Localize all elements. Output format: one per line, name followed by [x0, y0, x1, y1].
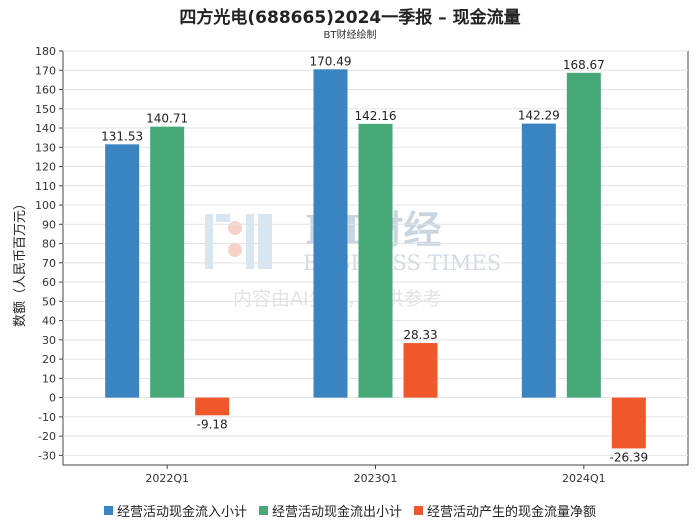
- bar: [195, 397, 230, 416]
- legend-swatch: [414, 506, 423, 515]
- y-tick-label: 10: [42, 372, 56, 385]
- y-tick-label: 50: [42, 295, 56, 308]
- chart-title: 四方光电(688665)2024一季报 – 现金流量: [179, 8, 521, 28]
- y-tick-label: 130: [35, 141, 56, 154]
- y-tick-label: 110: [35, 180, 56, 193]
- y-tick-label: -20: [38, 430, 56, 443]
- y-tick-label: 170: [35, 64, 56, 77]
- y-tick-label: 140: [35, 122, 56, 135]
- bar: [313, 69, 348, 398]
- legend-swatch: [258, 506, 268, 515]
- data-label: 142.16: [355, 109, 397, 123]
- legend-item: 经营活动产生的现金流量净额: [414, 501, 596, 520]
- x-tick-label: 2022Q1: [145, 472, 189, 485]
- chart-subtitle: BT财经绘制: [323, 30, 377, 41]
- legend-item: 经营活动现金流出小计: [258, 501, 402, 520]
- legend-label: 经营活动现金流出小计: [271, 505, 402, 520]
- bar: [403, 343, 438, 398]
- bar: [150, 126, 185, 398]
- y-tick-label: 100: [35, 199, 56, 212]
- data-label: -26.39: [609, 450, 648, 464]
- watermark-logo-dot-2: [228, 243, 242, 257]
- bar: [521, 123, 556, 398]
- watermark-logo-bar-1: [205, 214, 213, 269]
- data-label: 142.29: [518, 109, 560, 123]
- y-tick-label: 40: [42, 315, 56, 328]
- watermark-logo-bar-2: [216, 214, 230, 222]
- legend-item: 经营活动现金流入小计: [103, 501, 247, 520]
- data-label: 170.49: [310, 54, 352, 68]
- legend-label: 经营活动产生的现金流量净额: [427, 505, 597, 520]
- y-tick-label: 60: [42, 276, 56, 289]
- y-tick-label: 120: [35, 161, 56, 174]
- data-label: -9.18: [197, 417, 228, 431]
- y-tick-label: 0: [49, 392, 56, 405]
- y-tick-label: 70: [42, 257, 56, 270]
- bar: [358, 123, 393, 398]
- y-tick-label: 30: [42, 334, 56, 347]
- legend-swatch: [103, 506, 113, 515]
- y-tick-label: 20: [42, 353, 56, 366]
- watermark-logo-bar-4: [258, 214, 272, 269]
- legend: 经营活动现金流入小计 经营活动现金流出小计 经营活动产生的现金流量净额: [0, 501, 700, 520]
- y-axis-label: 数额（人民币百万元）: [13, 197, 28, 327]
- watermark-logo-dot-1: [228, 221, 242, 235]
- y-tick-label: 90: [42, 218, 56, 231]
- bar: [611, 397, 646, 449]
- y-tick-label: 160: [35, 84, 56, 97]
- bar: [105, 144, 140, 398]
- data-label: 28.33: [403, 328, 437, 342]
- data-label: 168.67: [563, 58, 605, 72]
- x-tick-label: 2024Q1: [562, 472, 606, 485]
- bar: [566, 72, 601, 398]
- watermark-logo-bar-3: [246, 214, 254, 269]
- x-tick-label: 2023Q1: [354, 472, 398, 485]
- data-label: 131.53: [101, 129, 143, 143]
- y-tick-label: -30: [38, 449, 56, 462]
- y-tick-label: 80: [42, 238, 56, 251]
- y-tick-label: -10: [38, 411, 56, 424]
- legend-label: 经营活动现金流入小计: [116, 505, 247, 520]
- y-tick-label: 180: [35, 45, 56, 58]
- data-label: 140.71: [146, 112, 188, 126]
- watermark: BT财经 BUSINESS TIMES 内容由AI生成，仅供参考: [205, 207, 501, 310]
- y-tick-label: 150: [35, 103, 56, 116]
